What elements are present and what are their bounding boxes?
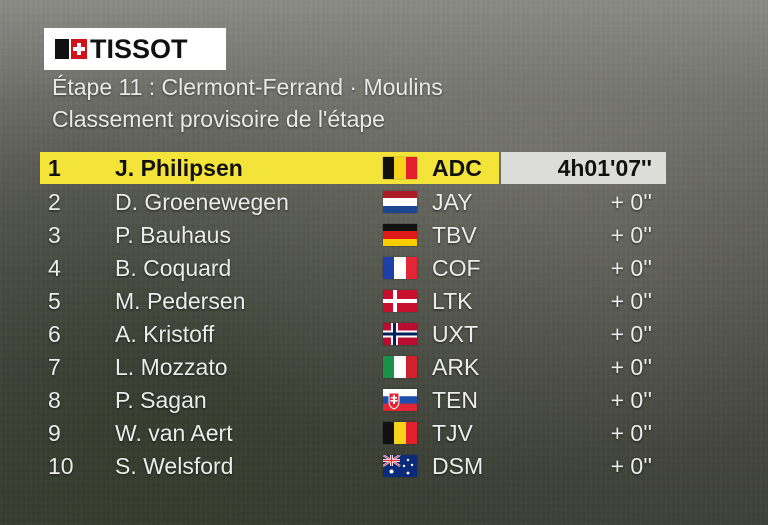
team-code: ADC <box>432 155 482 181</box>
rider-name: M. Pedersen <box>115 288 246 314</box>
leader-highlight <box>40 152 499 184</box>
time-gap: + 0'' <box>610 288 652 314</box>
leader-time-background <box>501 152 666 184</box>
rider-name: S. Welsford <box>115 453 234 479</box>
team-code: TJV <box>432 420 473 446</box>
rank: 8 <box>48 387 61 413</box>
rank: 4 <box>48 255 61 281</box>
table-row: 6 A. Kristoff UXT + 0'' <box>40 318 666 350</box>
rank: 9 <box>48 420 61 446</box>
france-flag-icon <box>383 257 417 279</box>
table-row: 8 P. Sagan TEN + 0'' <box>40 384 666 416</box>
team-code: ARK <box>432 354 480 380</box>
logo-t-block <box>55 39 69 59</box>
rank: 2 <box>48 189 61 215</box>
time-gap: + 0'' <box>610 321 652 347</box>
italy-flag-icon <box>383 356 417 378</box>
table-row: 9 W. van Aert TJV + 0'' <box>40 417 666 449</box>
tissot-t-cross-icon <box>54 38 88 60</box>
logo-wordmark: TISSOT <box>90 33 188 64</box>
time-gap: + 0'' <box>610 453 652 479</box>
time-gap: + 0'' <box>610 387 652 413</box>
rank: 5 <box>48 288 61 314</box>
stage-title: Étape 11 : Clermont-Ferrand · Moulins <box>52 74 443 100</box>
team-code: JAY <box>432 189 473 215</box>
rider-name: W. van Aert <box>115 420 233 446</box>
time-gap: + 0'' <box>610 255 652 281</box>
team-code: LTK <box>432 288 473 314</box>
finish-time: 4h01'07'' <box>557 155 652 181</box>
rank: 1 <box>48 155 61 181</box>
table-row: 2 D. Groenewegen JAY + 0'' <box>40 186 666 218</box>
table-row: 10 S. Welsford DSM + 0'' <box>40 450 666 482</box>
table-row: 1 J. Philipsen ADC 4h01'07'' <box>40 152 666 184</box>
classification-subtitle: Classement provisoire de l'étape <box>52 106 385 132</box>
time-gap: + 0'' <box>610 189 652 215</box>
rider-name: L. Mozzato <box>115 354 228 380</box>
norway-flag-icon <box>383 323 417 345</box>
rider-name: P. Bauhaus <box>115 222 231 248</box>
table-row: 4 B. Coquard COF + 0'' <box>40 252 666 284</box>
australia-flag-icon <box>383 455 417 477</box>
tissot-logo: TISSOT <box>44 28 226 70</box>
team-code: COF <box>432 255 481 281</box>
team-code: UXT <box>432 321 478 347</box>
rank: 3 <box>48 222 61 248</box>
table-row: 7 L. Mozzato ARK + 0'' <box>40 351 666 383</box>
swiss-cross-icon <box>71 39 87 59</box>
netherlands-flag-icon <box>383 191 417 213</box>
belgium-flag-icon <box>383 422 417 444</box>
denmark-flag-icon <box>383 290 417 312</box>
rider-name: B. Coquard <box>115 255 232 281</box>
table-row: 5 M. Pedersen LTK + 0'' <box>40 285 666 317</box>
time-gap: + 0'' <box>610 354 652 380</box>
belgium-flag-icon <box>383 157 417 179</box>
rank: 7 <box>48 354 61 380</box>
rider-name: J. Philipsen <box>115 155 243 181</box>
table-row: 3 P. Bauhaus TBV + 0'' <box>40 219 666 251</box>
rider-name: A. Kristoff <box>115 321 215 347</box>
team-code: TBV <box>432 222 477 248</box>
team-code: TEN <box>432 387 478 413</box>
time-gap: + 0'' <box>610 420 652 446</box>
slovakia-flag-icon <box>383 389 417 411</box>
rank: 10 <box>48 453 74 479</box>
rider-name: P. Sagan <box>115 387 207 413</box>
time-gap: + 0'' <box>610 222 652 248</box>
team-code: DSM <box>432 453 484 479</box>
rank: 6 <box>48 321 61 347</box>
rider-name: D. Groenewegen <box>115 189 289 215</box>
germany-flag-icon <box>383 224 417 246</box>
